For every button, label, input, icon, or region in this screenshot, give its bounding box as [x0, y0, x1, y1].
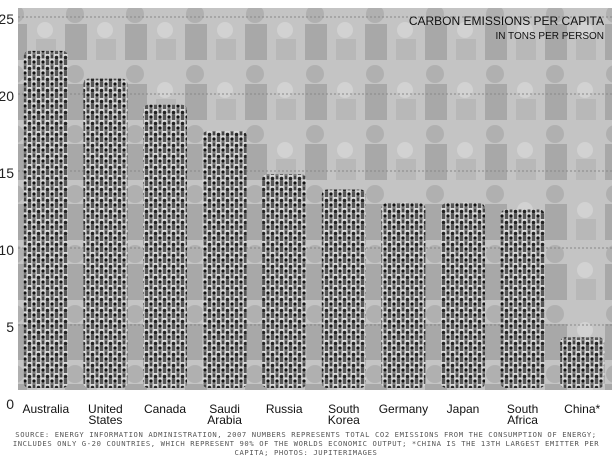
- chart-subtitle: IN TONS PER PERSON: [495, 31, 604, 42]
- y-tick-label: 10: [0, 242, 14, 258]
- x-tick-label: Arabia: [207, 413, 242, 427]
- x-tick-label: South: [507, 402, 538, 416]
- x-tick-label: Australia: [22, 402, 69, 416]
- x-tick-label: States: [88, 413, 122, 427]
- x-tick-label: Africa: [507, 413, 538, 427]
- bar: [262, 174, 307, 388]
- x-tick-label: South: [328, 402, 359, 416]
- bar: [500, 209, 545, 388]
- x-tick-label: Korea: [328, 413, 360, 427]
- bar: [202, 130, 247, 388]
- bar: [441, 203, 485, 388]
- bar: [321, 189, 366, 388]
- y-tick-label: 0: [6, 396, 14, 412]
- y-tick-label: 20: [0, 88, 14, 104]
- x-tick-label: Russia: [266, 402, 303, 416]
- x-tick-label: Saudi: [209, 402, 240, 416]
- source-note: SOURCE: ENERGY INFORMATION ADMINISTRATIO…: [12, 430, 600, 457]
- x-tick-label: China*: [564, 402, 600, 416]
- x-tick-label: United: [88, 402, 123, 416]
- chart-title: CARBON EMISSIONS PER CAPITA: [409, 14, 604, 28]
- bar: [143, 104, 187, 388]
- bar: [23, 50, 68, 388]
- bar: [560, 337, 605, 388]
- y-tick-label: 5: [6, 319, 14, 335]
- bar: [83, 78, 128, 388]
- y-tick-label: 15: [0, 165, 14, 181]
- x-tick-label: Germany: [379, 402, 428, 416]
- x-tick-label: Canada: [144, 402, 186, 416]
- y-tick-label: 25: [0, 11, 14, 27]
- bar: [381, 203, 426, 388]
- x-tick-label: Japan: [447, 402, 480, 416]
- title-block: CARBON EMISSIONS PER CAPITA IN TONS PER …: [409, 14, 604, 42]
